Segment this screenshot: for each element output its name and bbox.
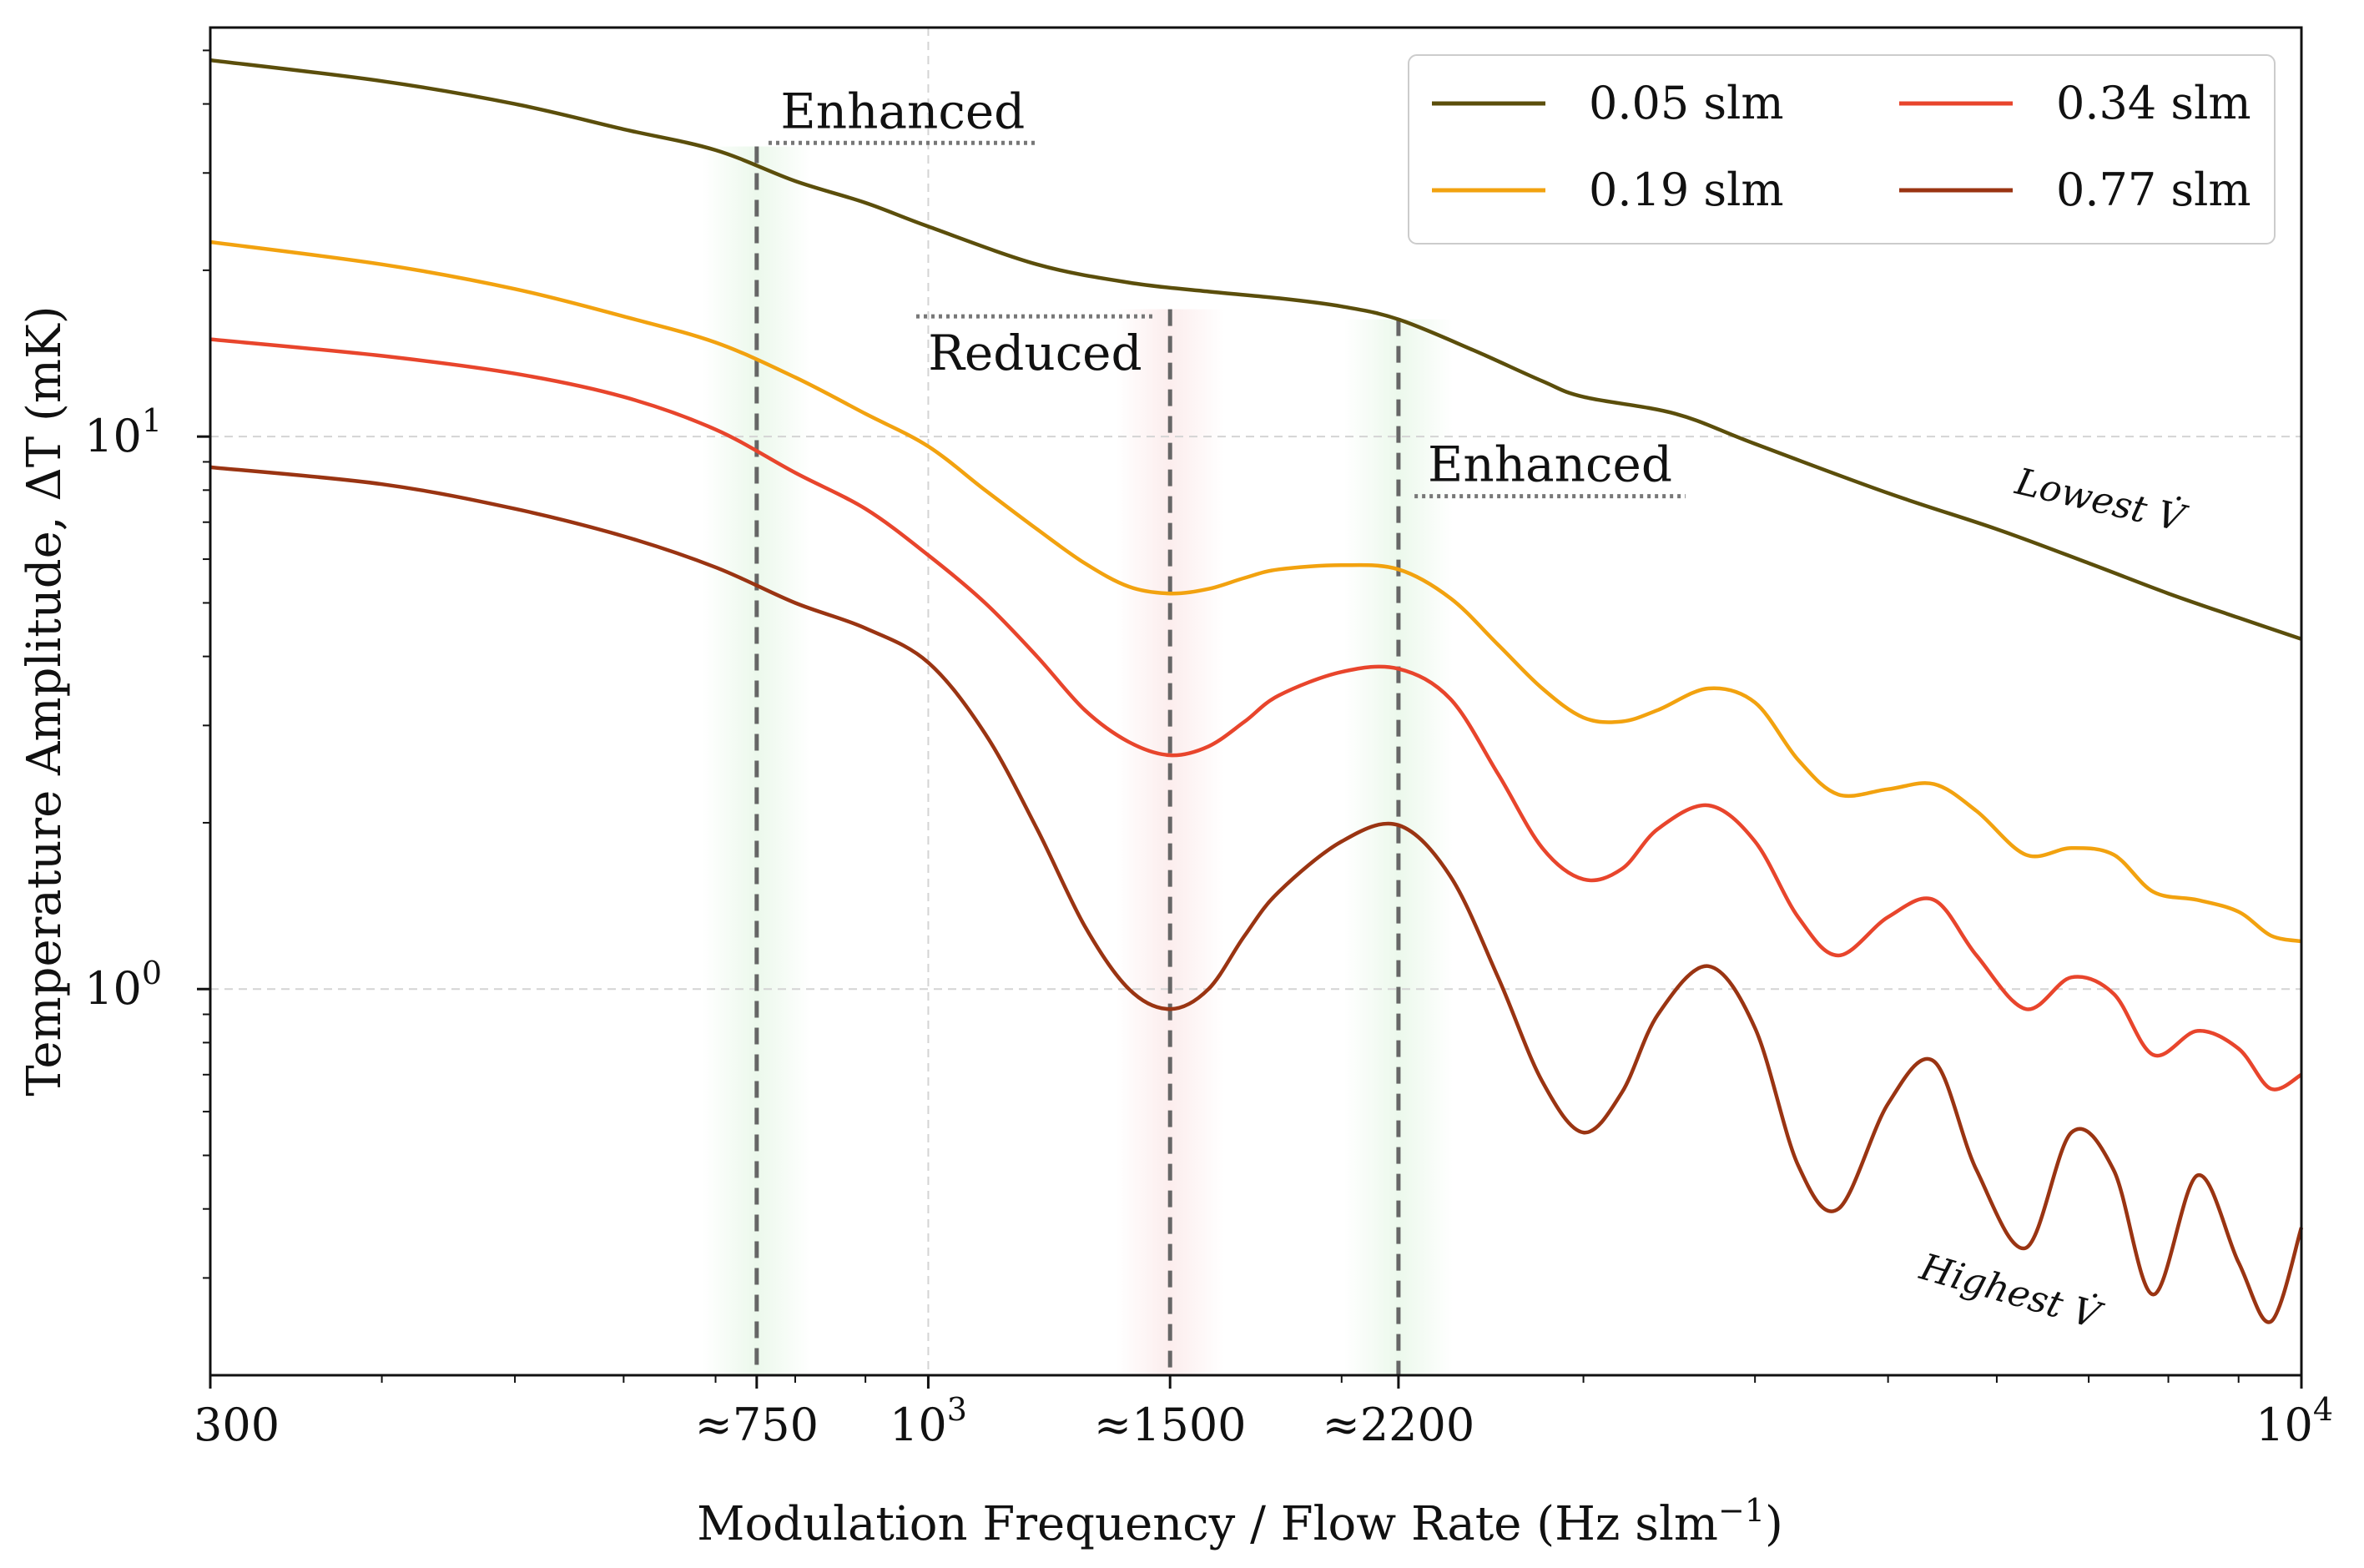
marker-lines	[754, 146, 1401, 1375]
legend-label: 0.34 slm	[2056, 77, 2251, 129]
annotation-label: Reduced	[928, 325, 1142, 381]
y-tick-label-sup: 0	[142, 955, 162, 991]
marker-bands	[702, 146, 1453, 1376]
series-curves	[209, 58, 2304, 1324]
x-tick-label-sup: 4	[2313, 1391, 2333, 1428]
legend-label: 0.77 slm	[2056, 164, 2251, 216]
legend: 0.05 slm 0.19 slm 0.34 slm 0.77 slm	[1408, 54, 2276, 245]
series-line	[209, 465, 2304, 1324]
x-tick-label: 104	[2256, 1391, 2333, 1451]
x-axis-label: Modulation Frequency / Flow Rate (Hz slm…	[697, 1492, 1783, 1551]
annotation-label: Enhanced	[1428, 436, 1672, 493]
marker-band	[1116, 309, 1225, 1376]
x-tick-label: 103	[890, 1391, 967, 1451]
series-line	[209, 337, 2303, 1092]
legend-box	[1408, 54, 2276, 245]
series-line	[209, 239, 2302, 944]
x-tick-label: ≈1500	[1094, 1399, 1247, 1451]
y-tick-label: 100	[84, 955, 162, 1015]
x-axis-label-sup: −1	[1718, 1492, 1765, 1529]
y-tick-label-sup: 1	[142, 402, 162, 439]
x-tick-label: ≈750	[695, 1399, 819, 1451]
grid-lines	[210, 28, 2301, 1375]
annotations: Enhanced Reduced Enhanced Lowest V̇ Highest …	[768, 83, 2192, 1339]
legend-label: 0.05 slm	[1589, 77, 1784, 129]
x-tick-label: ≈2200	[1323, 1399, 1475, 1451]
series-line	[209, 58, 2302, 641]
x-tick-label: 300	[194, 1399, 280, 1451]
y-axis-label: Temperature Amplitude, ΔT (mK)	[18, 305, 72, 1096]
legend-label: 0.19 slm	[1589, 164, 1784, 216]
curve-label: Lowest V̇	[2011, 458, 2192, 541]
plot-frame	[209, 26, 2303, 1377]
x-tick-label-sup: 3	[947, 1391, 967, 1428]
y-tick-label: 101	[84, 402, 162, 462]
x-axis-label-tail: )	[1765, 1497, 1783, 1551]
curve-label: Highest V̇	[1914, 1244, 2108, 1339]
annotation-label: Enhanced	[780, 83, 1025, 139]
